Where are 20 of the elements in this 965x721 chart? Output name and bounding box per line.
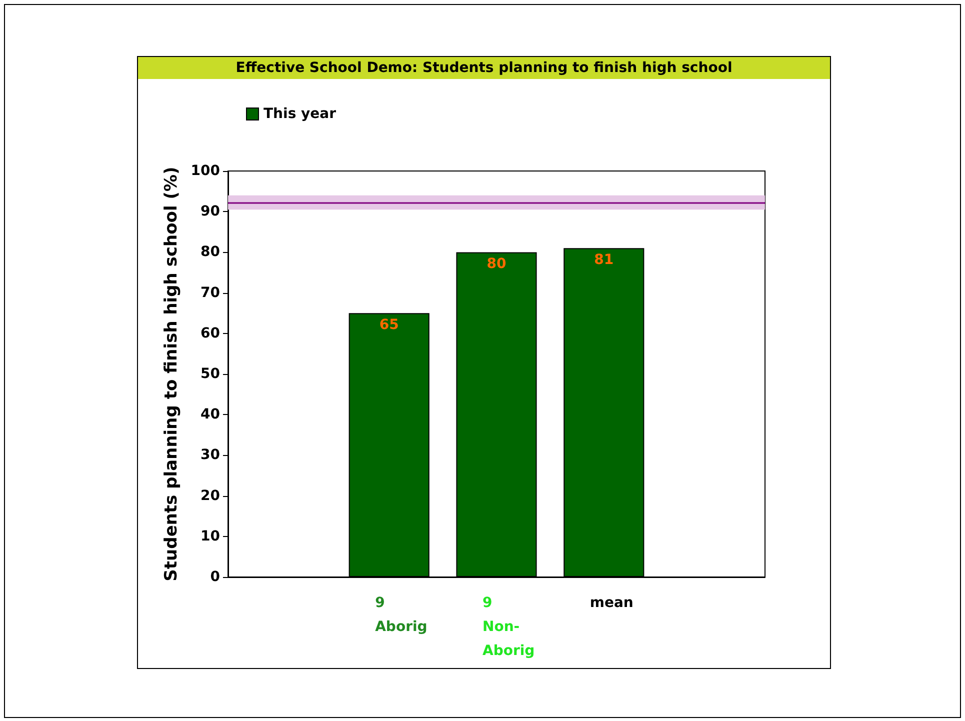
y-tick-label: 50 <box>200 366 220 382</box>
legend-label: This year <box>264 106 336 122</box>
x-tick-label: 9 Aborig <box>375 595 428 635</box>
y-tick-label: 10 <box>200 528 220 544</box>
y-tick-label: 60 <box>200 325 220 342</box>
y-axis-title: Students planning to finish high school (%) <box>161 166 182 582</box>
data-label: 65 <box>379 317 399 334</box>
y-tick-label: 0 <box>210 569 220 585</box>
y-tick-label: 20 <box>200 488 220 504</box>
data-label: 80 <box>486 256 506 272</box>
y-tick-label: 40 <box>200 406 220 423</box>
y-tick-label: 30 <box>200 447 220 464</box>
x-tick-label: 9 Non- Aborig <box>482 595 535 659</box>
y-tick-label: 100 <box>190 163 220 179</box>
y-tick-label: 70 <box>200 284 220 301</box>
y-tick-label: 80 <box>200 244 220 260</box>
data-label: 81 <box>594 252 614 268</box>
y-tick-label: 90 <box>200 204 220 220</box>
chart-title: Effective School Demo: Students planning to finish high school <box>138 57 830 79</box>
x-tick-label: mean <box>590 595 634 611</box>
